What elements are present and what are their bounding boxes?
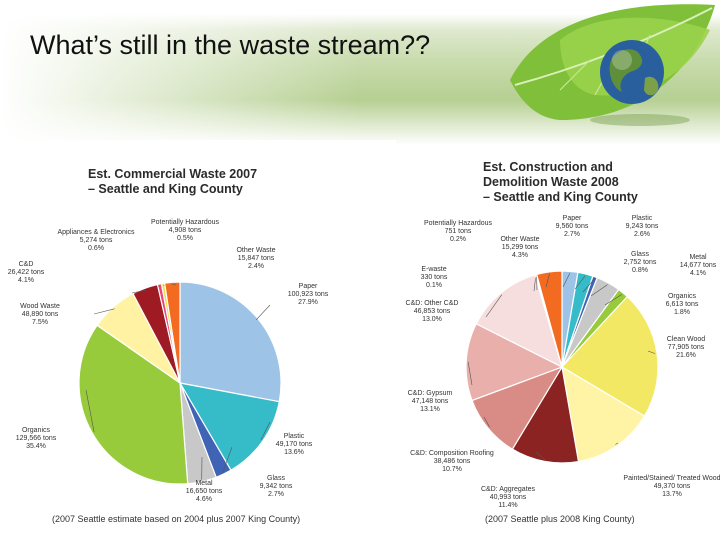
leader-line bbox=[93, 308, 115, 315]
leader-line bbox=[85, 389, 95, 433]
data-label-glass: Glass 2,752 tons 0.8% bbox=[624, 251, 657, 274]
leader-line bbox=[562, 273, 571, 288]
globe-land bbox=[644, 76, 659, 96]
leaf-globe-illustration bbox=[510, 4, 715, 126]
leader-line bbox=[533, 276, 536, 292]
leader-line bbox=[131, 289, 146, 294]
data-label-c-d-aggregates: C&D: Aggregates 40,993 tons 11.4% bbox=[481, 486, 536, 509]
leader-line bbox=[590, 284, 608, 297]
data-label-e-waste: E-waste 330 tons 0.1% bbox=[421, 266, 448, 289]
data-label-c-d-gypsum: C&D: Gypsum 47,148 tons 13.1% bbox=[408, 390, 453, 413]
data-label-wood-waste: Wood Waste 48,890 tons 7.5% bbox=[20, 303, 60, 326]
data-label-c-d-other-c-d: C&D: Other C&D 46,853 tons 13.0% bbox=[406, 300, 459, 323]
pie-slice-plastic bbox=[178, 382, 280, 472]
data-label-other-waste: Other Waste 15,847 tons 2.4% bbox=[236, 247, 275, 270]
globe-land bbox=[609, 49, 643, 92]
pie-slice-painted-stained-treated-wood bbox=[561, 365, 646, 463]
leader-line bbox=[604, 294, 623, 306]
chart-title-cd: Est. Construction and Demolition Waste 2… bbox=[483, 160, 638, 204]
leader-line bbox=[260, 421, 271, 441]
data-label-organics: Organics 6,613 tons 1.8% bbox=[666, 293, 699, 316]
data-label-potentially-hazardous: Potentially Hazardous 4,908 tons 0.5% bbox=[151, 219, 220, 242]
pie-slice-c-d-other-c-d bbox=[475, 274, 563, 369]
data-label-painted-stained-treated-wood: Painted/Stained/ Treated Wood 49,370 tons… bbox=[623, 475, 720, 498]
data-label-paper: Paper 9,560 tons 2.7% bbox=[556, 215, 589, 238]
data-label-plastic: Plastic 49,170 tons 13.6% bbox=[276, 433, 313, 456]
pie-slice-clean-wood bbox=[561, 295, 659, 417]
data-label-clean-wood: Clean Wood 77,905 tons 21.6% bbox=[667, 336, 706, 359]
leader-line bbox=[467, 361, 473, 386]
chart-note-commercial: (2007 Seattle estimate based on 2004 plu… bbox=[52, 514, 301, 524]
leader-line bbox=[485, 294, 503, 318]
cd-waste-pie-chart: Paper 9,560 tons 2.7% Plastic 9,243 tons 2.6%… bbox=[406, 215, 720, 509]
panel-divider bbox=[348, 140, 396, 540]
data-label-plastic: Plastic 9,243 tons 2.6% bbox=[626, 215, 659, 238]
pie-slice-organics bbox=[78, 324, 189, 485]
data-label-c-d: C&D 26,422 tons 4.1% bbox=[8, 261, 45, 284]
data-label-appliances-electronics: Appliances & Electronics 5,274 tons 0.6% bbox=[57, 229, 135, 252]
leader-line bbox=[255, 304, 271, 321]
pie-slice-paper bbox=[179, 281, 282, 403]
data-label-organics: Organics 129,566 tons 35.4% bbox=[16, 427, 57, 450]
pie-slice-c-d-gypsum bbox=[465, 322, 564, 402]
chart-title-commercial: Est. Commercial Waste 2007 – Seattle and… bbox=[88, 167, 258, 196]
commercial-waste-pie-chart: Paper 100,923 tons 27.9% Plastic 49,170 tons… bbox=[8, 219, 329, 503]
chart-note-cd: (2007 Seattle plus 2008 King County) bbox=[485, 514, 635, 524]
leader-line bbox=[535, 451, 545, 460]
data-label-glass: Glass 9,342 tons 2.7% bbox=[260, 475, 293, 498]
leader-line bbox=[615, 442, 619, 445]
leader-line bbox=[172, 284, 177, 286]
data-label-paper: Paper 100,923 tons 27.9% bbox=[288, 283, 329, 306]
leader-line bbox=[647, 350, 656, 354]
data-label-c-d-composition-roofing: C&D: Composition Roofing 38,486 tons 10.7% bbox=[410, 450, 494, 473]
pie-slice-other-waste bbox=[535, 270, 563, 368]
globe-highlight bbox=[612, 50, 632, 70]
leader-line bbox=[483, 416, 490, 428]
leader-line bbox=[545, 273, 550, 288]
leader-line bbox=[582, 278, 595, 293]
slide-title: What’s still in the waste stream?? bbox=[30, 30, 431, 60]
leader-line bbox=[222, 446, 233, 473]
data-label-potentially-hazardous: Potentially Hazardous 751 tons 0.2% bbox=[424, 220, 493, 243]
leaf-shadow bbox=[590, 114, 690, 126]
pie-slice-c-d-aggregates bbox=[511, 365, 580, 464]
leader-line bbox=[574, 275, 586, 290]
pie-slice-other-waste bbox=[163, 281, 181, 384]
data-label-metal: Metal 16,650 tons 4.6% bbox=[186, 480, 223, 503]
data-label-metal: Metal 14,677 tons 4.1% bbox=[680, 254, 717, 277]
data-label-other-waste: Other Waste 15,299 tons 4.3% bbox=[500, 236, 539, 259]
